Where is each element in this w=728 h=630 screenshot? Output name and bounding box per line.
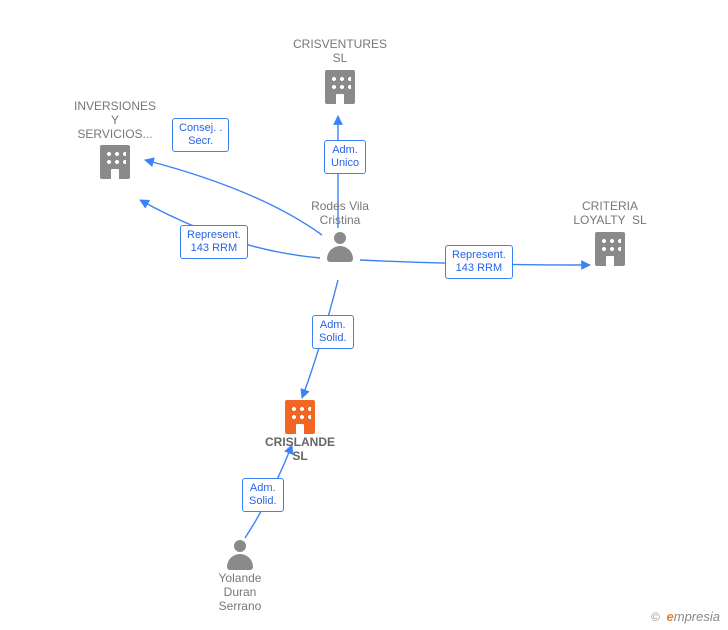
- node-crislande[interactable]: CRISLANDE SL: [250, 400, 350, 464]
- watermark: © empresia: [651, 609, 720, 624]
- person-icon: [327, 232, 353, 262]
- node-inversiones[interactable]: INVERSIONES Y SERVICIOS...: [60, 100, 170, 179]
- node-label: CRITERIA LOYALTY SL: [550, 200, 670, 228]
- node-crisventures[interactable]: CRISVENTURES SL: [285, 38, 395, 104]
- edge-label-2: Represent. 143 RRM: [180, 225, 248, 259]
- node-label: Yolande Duran Serrano: [195, 572, 285, 613]
- node-yolande[interactable]: Yolande Duran Serrano: [195, 540, 285, 613]
- node-label: CRISVENTURES SL: [285, 38, 395, 66]
- building-icon: [325, 70, 355, 104]
- copyright-symbol: ©: [651, 610, 660, 624]
- edge-label-0: Consej. . Secr.: [172, 118, 229, 152]
- node-label: Rodes Vila Cristina: [290, 200, 390, 228]
- node-criteria[interactable]: CRITERIA LOYALTY SL: [550, 200, 670, 266]
- edge-label-1: Adm. Unico: [324, 140, 366, 174]
- person-icon: [227, 540, 253, 570]
- edge-label-4: Adm. Solid.: [312, 315, 354, 349]
- diagram-canvas: { "colors": { "edge": "#3b82f6", "edge_l…: [0, 0, 728, 630]
- building-icon: [285, 400, 315, 434]
- brand-rest: mpresia: [674, 609, 720, 624]
- edge-label-5: Adm. Solid.: [242, 478, 284, 512]
- node-label: INVERSIONES Y SERVICIOS...: [60, 100, 170, 141]
- brand-first-letter: e: [667, 609, 674, 624]
- node-rodes[interactable]: Rodes Vila Cristina: [290, 200, 390, 262]
- building-icon: [595, 232, 625, 266]
- edge-label-3: Represent. 143 RRM: [445, 245, 513, 279]
- node-label: CRISLANDE SL: [250, 436, 350, 464]
- building-icon: [100, 145, 130, 179]
